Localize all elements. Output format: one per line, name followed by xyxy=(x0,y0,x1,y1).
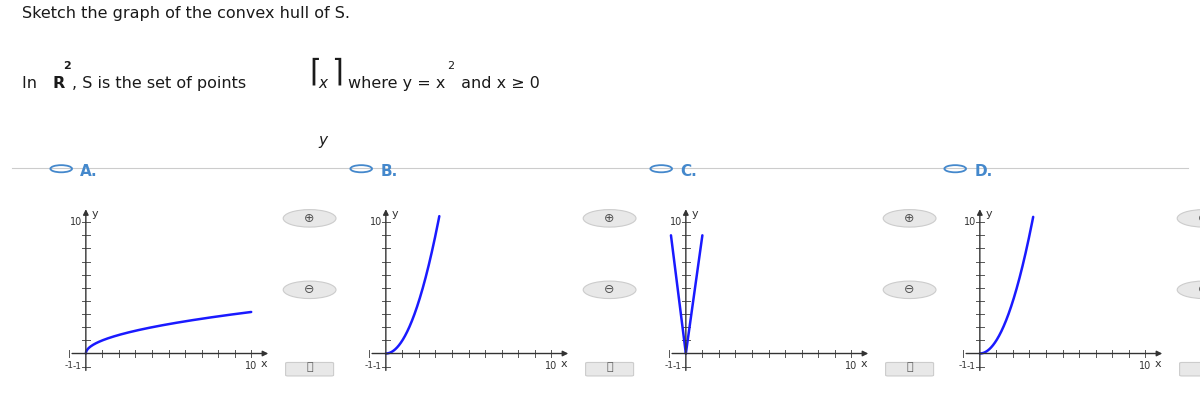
Text: y: y xyxy=(318,133,326,148)
Text: ⧉: ⧉ xyxy=(606,362,613,372)
Text: -1: -1 xyxy=(665,361,674,370)
Text: y: y xyxy=(91,209,98,219)
Text: , S is the set of points: , S is the set of points xyxy=(72,76,246,91)
Text: 10: 10 xyxy=(545,361,557,371)
Text: and x ≥ 0: and x ≥ 0 xyxy=(456,76,540,91)
Text: where y = x: where y = x xyxy=(348,76,445,91)
Text: y: y xyxy=(391,209,398,219)
Text: In: In xyxy=(22,76,42,91)
Text: ⊕: ⊕ xyxy=(1199,212,1200,225)
Text: x: x xyxy=(562,359,568,370)
Text: 10: 10 xyxy=(964,217,976,227)
Text: 2: 2 xyxy=(448,61,455,71)
Text: x: x xyxy=(862,359,868,370)
Text: 10: 10 xyxy=(370,217,382,227)
Text: -1: -1 xyxy=(365,361,374,370)
Text: 10: 10 xyxy=(245,361,257,371)
Text: 2: 2 xyxy=(64,61,71,71)
Text: x: x xyxy=(318,76,326,91)
Text: ⊕: ⊕ xyxy=(905,212,914,225)
Text: 10: 10 xyxy=(670,217,682,227)
Text: -1: -1 xyxy=(373,362,382,371)
Text: ⊕: ⊕ xyxy=(605,212,614,225)
Text: Sketch the graph of the convex hull of S.: Sketch the graph of the convex hull of S… xyxy=(22,6,349,21)
Text: B.: B. xyxy=(380,164,397,179)
Text: ⌉: ⌉ xyxy=(331,57,343,86)
Text: 10: 10 xyxy=(845,361,857,371)
Text: x: x xyxy=(1156,359,1162,370)
Text: x: x xyxy=(262,359,268,370)
Text: 10: 10 xyxy=(70,217,82,227)
Text: ⧉: ⧉ xyxy=(306,362,313,372)
Text: -1: -1 xyxy=(65,361,74,370)
Text: C.: C. xyxy=(680,164,697,179)
Text: y: y xyxy=(691,209,698,219)
Text: y: y xyxy=(985,209,992,219)
Text: ⊖: ⊖ xyxy=(1199,283,1200,296)
Text: 10: 10 xyxy=(1139,361,1151,371)
Text: ⊖: ⊖ xyxy=(605,283,614,296)
Text: R: R xyxy=(53,76,65,91)
Text: D.: D. xyxy=(974,164,992,179)
Text: -1: -1 xyxy=(959,361,968,370)
Text: ⊖: ⊖ xyxy=(305,283,314,296)
Text: ⧉: ⧉ xyxy=(906,362,913,372)
Text: -1: -1 xyxy=(967,362,976,371)
Text: -1: -1 xyxy=(73,362,82,371)
Text: -1: -1 xyxy=(673,362,682,371)
Text: ⊕: ⊕ xyxy=(305,212,314,225)
Text: A.: A. xyxy=(80,164,98,179)
Text: ⌈: ⌈ xyxy=(310,57,322,86)
Text: ⊖: ⊖ xyxy=(905,283,914,296)
